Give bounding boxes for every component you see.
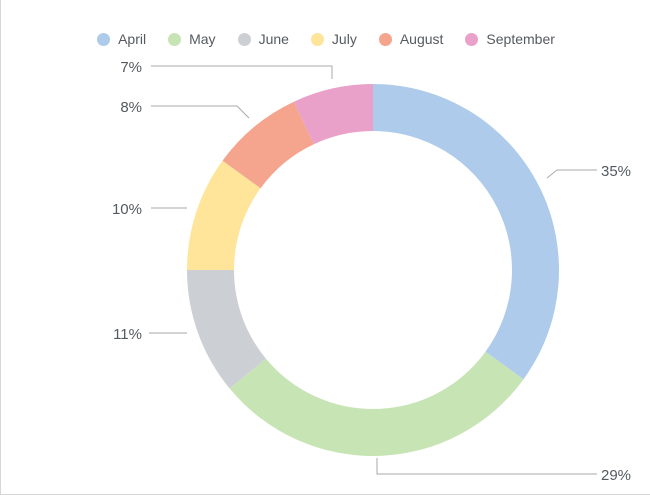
legend-item-august[interactable]: August (378, 31, 444, 47)
data-label-june: 11% (113, 326, 142, 343)
slice-july[interactable] (187, 160, 261, 270)
legend-item-may[interactable]: May (168, 31, 216, 47)
data-label-april: 35% (601, 163, 631, 180)
legend-label: June (258, 31, 289, 47)
data-label-july: 10% (112, 201, 142, 218)
legend-label: July (331, 31, 357, 47)
legend-swatch (465, 32, 479, 46)
chart-legend: April May June July August September (1, 28, 650, 50)
legend-item-april[interactable]: April (97, 31, 146, 47)
slice-april[interactable] (373, 84, 559, 380)
legend-swatch (310, 32, 324, 46)
slice-may[interactable] (229, 351, 524, 457)
data-label-september: 7% (120, 59, 142, 76)
legend-swatch (168, 32, 182, 46)
leader-line-may (376, 458, 597, 475)
slice-june[interactable] (187, 270, 266, 389)
leader-line-september (151, 65, 333, 79)
legend-swatch (378, 32, 392, 46)
legend-label: September (486, 31, 555, 47)
legend-item-september[interactable]: September (465, 31, 555, 47)
slice-september[interactable] (293, 84, 373, 145)
legend-label: May (189, 31, 216, 47)
slice-august[interactable] (222, 101, 314, 189)
legend-swatch (237, 32, 251, 46)
legend-swatch (97, 32, 111, 46)
data-label-may: 29% (601, 467, 631, 484)
legend-label: April (118, 31, 147, 47)
leader-line-april (546, 169, 597, 179)
legend-label: August (399, 31, 444, 47)
data-label-august: 8% (120, 99, 142, 116)
legend-item-july[interactable]: July (310, 31, 357, 47)
legend-item-june[interactable]: June (237, 31, 289, 47)
leader-line-august (151, 105, 250, 119)
